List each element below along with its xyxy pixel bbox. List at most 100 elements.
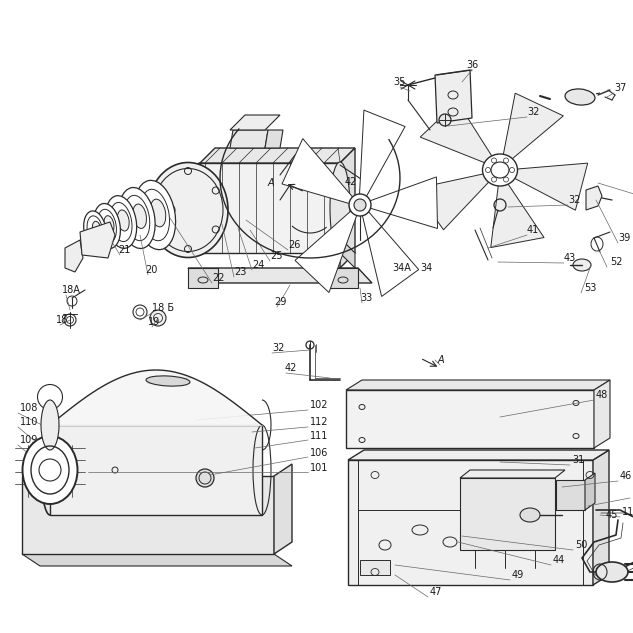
Polygon shape — [80, 222, 115, 258]
Polygon shape — [346, 380, 610, 390]
Ellipse shape — [23, 436, 77, 504]
Ellipse shape — [94, 203, 120, 249]
Polygon shape — [362, 211, 418, 296]
Text: 18A: 18A — [62, 285, 81, 295]
Polygon shape — [230, 115, 280, 130]
Text: 47: 47 — [430, 587, 442, 597]
Text: 109: 109 — [20, 435, 39, 445]
Polygon shape — [415, 172, 493, 230]
Polygon shape — [282, 139, 353, 204]
Polygon shape — [65, 240, 83, 272]
Text: 31: 31 — [572, 455, 584, 465]
Text: 35: 35 — [394, 77, 406, 87]
Ellipse shape — [104, 216, 114, 234]
Polygon shape — [348, 450, 609, 460]
Ellipse shape — [573, 259, 591, 271]
Text: A: A — [438, 355, 444, 365]
Text: 22: 22 — [212, 273, 225, 283]
Polygon shape — [328, 268, 358, 288]
Polygon shape — [420, 102, 495, 165]
Text: 115: 115 — [632, 488, 633, 498]
Text: 18: 18 — [56, 315, 68, 325]
Ellipse shape — [330, 162, 350, 254]
Polygon shape — [200, 163, 340, 253]
Polygon shape — [22, 476, 274, 554]
Ellipse shape — [482, 154, 518, 186]
Polygon shape — [340, 148, 355, 268]
Polygon shape — [295, 210, 357, 292]
Ellipse shape — [146, 376, 190, 386]
Text: 110: 110 — [20, 417, 39, 427]
Polygon shape — [230, 130, 268, 148]
Ellipse shape — [439, 114, 451, 126]
Polygon shape — [593, 450, 609, 585]
Text: 32: 32 — [272, 343, 284, 353]
Polygon shape — [348, 460, 593, 585]
Ellipse shape — [196, 469, 214, 487]
Text: 43: 43 — [564, 253, 576, 263]
Text: 52: 52 — [610, 257, 622, 267]
Text: 111: 111 — [310, 431, 329, 441]
Text: 48: 48 — [596, 390, 608, 400]
Polygon shape — [360, 110, 405, 197]
Text: 21: 21 — [118, 245, 130, 255]
Text: 102: 102 — [310, 400, 329, 410]
Ellipse shape — [520, 508, 540, 522]
Text: 20: 20 — [145, 265, 158, 275]
Polygon shape — [22, 554, 292, 566]
Polygon shape — [586, 186, 602, 210]
Ellipse shape — [596, 562, 628, 582]
Text: 49: 49 — [512, 570, 524, 580]
Ellipse shape — [117, 210, 129, 231]
Text: 46: 46 — [620, 471, 632, 481]
Text: 29: 29 — [274, 297, 286, 307]
Polygon shape — [460, 470, 565, 478]
Text: 24: 24 — [252, 260, 265, 270]
Ellipse shape — [119, 187, 155, 249]
Text: 106: 106 — [310, 448, 329, 458]
Text: 34: 34 — [420, 263, 432, 273]
Polygon shape — [491, 179, 544, 248]
Polygon shape — [369, 177, 437, 229]
Ellipse shape — [41, 400, 59, 450]
Ellipse shape — [354, 199, 366, 211]
Polygon shape — [50, 425, 262, 515]
Polygon shape — [435, 70, 472, 123]
Text: 53: 53 — [584, 283, 596, 293]
Polygon shape — [460, 478, 555, 550]
Ellipse shape — [84, 211, 106, 249]
Polygon shape — [200, 148, 355, 163]
Polygon shape — [188, 268, 218, 288]
Polygon shape — [346, 390, 594, 448]
Text: 18 Б: 18 Б — [152, 303, 174, 313]
Text: 19: 19 — [148, 317, 160, 327]
Text: 45: 45 — [606, 510, 618, 520]
Ellipse shape — [565, 89, 595, 105]
Text: 44: 44 — [553, 555, 565, 565]
Polygon shape — [274, 464, 292, 554]
Polygon shape — [594, 380, 610, 448]
Polygon shape — [585, 473, 595, 510]
Text: 32: 32 — [527, 107, 539, 117]
Ellipse shape — [134, 180, 175, 249]
Ellipse shape — [105, 196, 137, 248]
Ellipse shape — [349, 194, 371, 216]
Text: 32: 32 — [568, 195, 580, 205]
Text: 39: 39 — [618, 233, 630, 243]
Polygon shape — [340, 238, 355, 268]
Ellipse shape — [181, 166, 195, 254]
Text: 37: 37 — [614, 83, 627, 93]
Ellipse shape — [150, 310, 166, 326]
Text: 25: 25 — [270, 251, 282, 261]
Ellipse shape — [133, 204, 146, 229]
Text: 50: 50 — [575, 540, 587, 550]
Text: 34A: 34A — [392, 263, 411, 273]
Text: 23: 23 — [234, 267, 246, 277]
Text: 26: 26 — [288, 240, 301, 250]
Ellipse shape — [92, 222, 101, 237]
Text: 114: 114 — [622, 507, 633, 517]
Polygon shape — [360, 560, 390, 575]
Polygon shape — [265, 130, 283, 148]
Text: 101: 101 — [310, 463, 329, 473]
Ellipse shape — [41, 425, 59, 515]
